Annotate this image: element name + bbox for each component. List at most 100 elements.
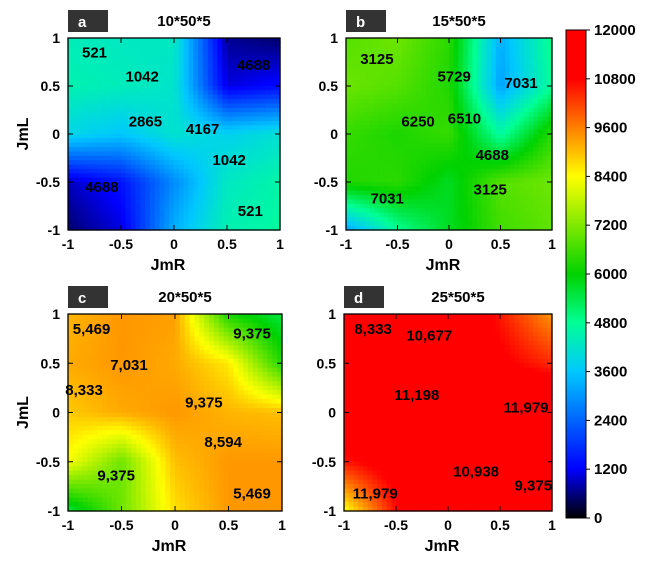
contour-cell bbox=[96, 38, 103, 43]
contour-cell bbox=[260, 129, 267, 135]
contour-cell bbox=[87, 212, 93, 218]
contour-cell bbox=[159, 86, 165, 91]
contour-cell bbox=[202, 64, 209, 70]
contour-cell bbox=[444, 51, 450, 57]
contour-cell bbox=[505, 42, 511, 48]
contour-cell bbox=[275, 190, 281, 196]
contour-cell bbox=[458, 221, 464, 227]
contour-cell bbox=[193, 225, 199, 231]
contour-cell bbox=[154, 164, 161, 170]
contour-cell bbox=[72, 151, 79, 157]
contour-cell bbox=[87, 190, 93, 196]
contour-cell bbox=[533, 151, 539, 157]
contour-cell bbox=[204, 345, 210, 351]
contour-cell bbox=[77, 385, 84, 391]
contour-cell bbox=[236, 72, 243, 78]
contour-cell bbox=[228, 322, 234, 329]
contour-cell bbox=[159, 134, 165, 139]
contour-cell bbox=[246, 81, 252, 87]
contour-cell bbox=[420, 46, 427, 52]
contour-cell bbox=[202, 72, 209, 78]
contour-cell bbox=[247, 403, 254, 409]
contour-cell bbox=[183, 72, 190, 78]
contour-cell bbox=[430, 38, 436, 43]
contour-cell bbox=[397, 46, 403, 52]
contour-cell bbox=[411, 46, 417, 52]
contour-cell bbox=[72, 367, 79, 373]
contour-cell bbox=[179, 399, 186, 405]
contour-cell bbox=[159, 107, 165, 113]
contour-cell bbox=[505, 55, 511, 61]
contour-cell bbox=[519, 55, 525, 61]
contour-cell bbox=[270, 155, 276, 161]
contour-cell bbox=[392, 199, 399, 205]
contour-cell bbox=[145, 195, 151, 201]
contour-cell bbox=[425, 99, 431, 105]
contour-cell bbox=[130, 120, 137, 126]
contour-cell bbox=[388, 112, 394, 118]
contour-cell bbox=[188, 216, 194, 222]
contour-cell bbox=[222, 142, 228, 148]
contour-cell bbox=[175, 349, 181, 355]
contour-cell bbox=[169, 138, 175, 144]
contour-cell bbox=[236, 199, 243, 205]
contour-cell bbox=[486, 216, 492, 222]
contour-cell bbox=[360, 107, 366, 113]
contour-cell bbox=[500, 99, 506, 105]
contour-cell bbox=[425, 225, 431, 231]
contour-cell bbox=[481, 182, 488, 187]
contour-cell bbox=[227, 147, 233, 153]
contour-cell bbox=[82, 354, 89, 360]
contour-cell bbox=[255, 86, 262, 91]
contour-cell bbox=[463, 225, 469, 231]
contour-cell bbox=[164, 72, 170, 78]
contour-cell bbox=[82, 173, 88, 179]
contour-cell bbox=[130, 147, 137, 153]
contour-cell bbox=[416, 203, 422, 209]
contour-cell bbox=[523, 186, 530, 192]
contour-cell bbox=[159, 212, 165, 218]
contour-cell bbox=[434, 64, 441, 70]
contour-cell bbox=[528, 138, 534, 144]
contour-cell bbox=[77, 212, 84, 218]
contour-cell bbox=[72, 381, 79, 387]
contour-cell bbox=[420, 107, 427, 113]
contour-cell bbox=[355, 38, 361, 43]
contour-cell bbox=[82, 327, 89, 333]
contour-cell bbox=[140, 358, 147, 364]
contour-cell bbox=[270, 142, 276, 148]
contour-cell bbox=[477, 182, 483, 187]
contour-cell bbox=[101, 199, 108, 205]
contour-cell bbox=[486, 72, 492, 78]
contour-cell bbox=[255, 51, 262, 57]
contour-cell bbox=[204, 336, 210, 342]
contour-cell bbox=[514, 46, 520, 52]
contour-cell bbox=[125, 81, 132, 87]
contour-cell bbox=[383, 199, 389, 205]
contour-cell bbox=[92, 314, 98, 320]
contour-cell bbox=[255, 160, 262, 166]
contour-cell bbox=[439, 168, 445, 174]
contour-cell bbox=[374, 94, 380, 100]
contour-cell bbox=[275, 134, 281, 139]
contour-cell bbox=[252, 354, 259, 360]
contour-cell bbox=[406, 68, 413, 74]
contour-cell bbox=[251, 151, 257, 157]
contour-cell bbox=[164, 81, 170, 87]
contour-cell bbox=[218, 412, 225, 418]
contour-cell bbox=[199, 408, 205, 414]
contour-cell bbox=[199, 322, 205, 329]
contour-cell bbox=[106, 195, 112, 201]
contour-cell bbox=[439, 77, 445, 83]
contour-cell bbox=[170, 399, 176, 405]
contour-cell bbox=[360, 116, 366, 122]
contour-cell bbox=[523, 68, 530, 74]
contour-cell bbox=[198, 168, 204, 174]
contour-cell bbox=[77, 190, 84, 196]
contour-cell bbox=[121, 372, 127, 378]
contour-cell bbox=[236, 42, 243, 48]
contour-cell bbox=[514, 129, 520, 135]
contour-cell bbox=[236, 138, 243, 144]
contour-cell bbox=[439, 99, 445, 105]
contour-cell bbox=[495, 164, 502, 170]
